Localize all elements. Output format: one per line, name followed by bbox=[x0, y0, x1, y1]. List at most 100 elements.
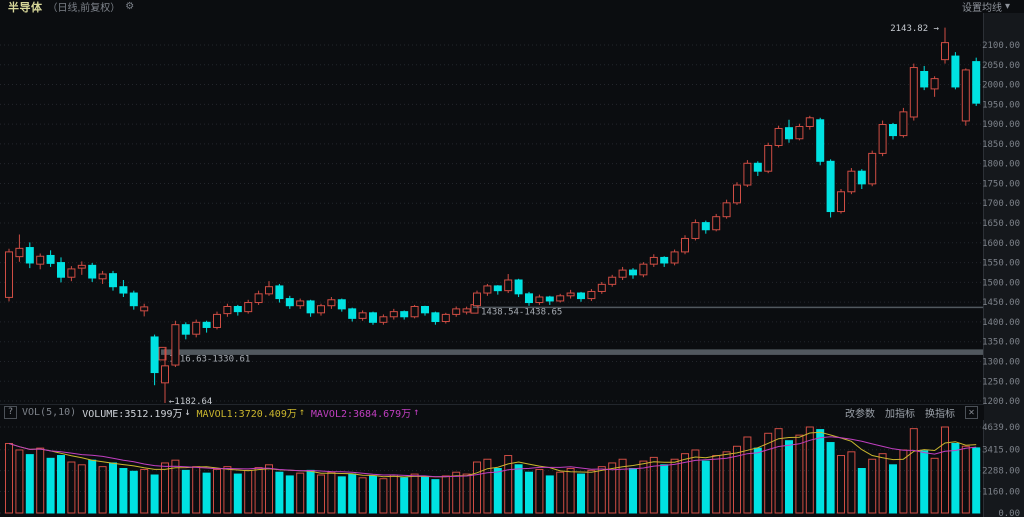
candle-body bbox=[753, 162, 762, 172]
volume-bar bbox=[545, 475, 554, 514]
volume-bar bbox=[618, 458, 627, 514]
volume-bar bbox=[805, 426, 814, 514]
candle-body bbox=[577, 292, 585, 300]
price-axis-label: 1250.00 bbox=[982, 377, 1020, 387]
candle-body bbox=[88, 264, 97, 279]
candle-body bbox=[691, 222, 700, 239]
candle-body bbox=[244, 302, 253, 313]
switch-indicator-button[interactable]: 换指标 bbox=[925, 409, 955, 420]
candle-body bbox=[639, 263, 648, 276]
price-axis-label: 1900.00 bbox=[982, 120, 1020, 130]
candle-body bbox=[535, 296, 544, 304]
candle-body bbox=[795, 125, 804, 140]
volume-bar bbox=[400, 477, 409, 514]
volume-series[interactable] bbox=[5, 426, 981, 514]
volume-bar bbox=[909, 428, 918, 514]
volume-bar bbox=[265, 464, 273, 514]
volume-bar bbox=[233, 473, 242, 514]
volume-reading: VOLUME:3512.199万 bbox=[82, 409, 183, 420]
volume-bar bbox=[296, 472, 305, 514]
help-icon[interactable]: ? bbox=[4, 406, 17, 419]
candle-body bbox=[473, 292, 481, 307]
volume-bar bbox=[410, 473, 419, 514]
volume-bar bbox=[660, 464, 669, 514]
candle-body bbox=[410, 305, 419, 318]
candle-body bbox=[5, 251, 13, 298]
candle-body bbox=[171, 324, 180, 366]
volume-bar bbox=[327, 471, 336, 514]
candle-body bbox=[805, 117, 814, 127]
candle-body bbox=[525, 293, 533, 304]
volume-bar bbox=[701, 460, 710, 514]
add-indicator-button[interactable]: 加指标 bbox=[885, 409, 915, 420]
change-params-button[interactable]: 改参数 bbox=[845, 409, 875, 420]
price-axis-label: 1600.00 bbox=[982, 239, 1020, 249]
volume-bar bbox=[785, 440, 793, 514]
volume-bar bbox=[649, 456, 658, 514]
volume-bar bbox=[743, 436, 752, 514]
close-indicator-icon[interactable]: ✕ bbox=[965, 406, 978, 419]
price-axis-labels: 2100.00 2050.00 2000.00 1950.00 1900.00 1850.… bbox=[982, 41, 1020, 517]
volume-bar bbox=[181, 469, 190, 514]
candle-body bbox=[847, 170, 856, 193]
volume-axis-label: 3415.00 bbox=[982, 446, 1020, 456]
price-axis-label: 2100.00 bbox=[982, 41, 1020, 51]
volume-bar bbox=[337, 476, 346, 514]
candle-body bbox=[670, 251, 679, 264]
gap-band bbox=[161, 349, 983, 355]
volume-bar bbox=[577, 473, 585, 514]
mavol2-reading: MAVOL2:3684.679万 bbox=[310, 409, 412, 420]
volume-bar bbox=[670, 458, 679, 514]
volume-bar bbox=[795, 434, 804, 514]
candle-body bbox=[712, 216, 721, 231]
volume-bar bbox=[46, 457, 55, 514]
gear-icon[interactable]: ⚙ bbox=[125, 1, 135, 12]
volume-bar bbox=[691, 449, 700, 514]
price-axis-label: 1450.00 bbox=[982, 298, 1020, 308]
candle-body bbox=[98, 273, 107, 280]
volume-bar bbox=[25, 454, 34, 514]
volume-bar bbox=[5, 442, 13, 514]
candle-body bbox=[379, 316, 388, 323]
chart-header: 半导体 （日线,前复权） ⚙ 设置均线 ▾ bbox=[0, 0, 1024, 14]
chevron-down-icon: ▾ bbox=[1004, 1, 1010, 12]
candle-body bbox=[213, 313, 221, 328]
volume-bar bbox=[254, 467, 263, 514]
price-axis-label: 1950.00 bbox=[982, 100, 1020, 110]
volume-axis-label: 1160.00 bbox=[982, 487, 1020, 497]
ma-settings-dropdown[interactable]: 设置均线 ▾ bbox=[962, 0, 1024, 14]
high-price-annotation: 2143.82 → bbox=[890, 24, 939, 34]
period-adjust-label: （日线,前复权） bbox=[47, 3, 121, 14]
volume-bar bbox=[514, 464, 523, 514]
volume-bar bbox=[36, 447, 45, 514]
candle-body bbox=[920, 71, 929, 88]
candle-body bbox=[306, 300, 315, 314]
volume-bar bbox=[358, 477, 367, 514]
volume-bar bbox=[88, 459, 97, 514]
volume-bar bbox=[951, 442, 960, 514]
candle-body bbox=[441, 313, 450, 323]
candlestick-series[interactable] bbox=[5, 27, 981, 403]
candle-body bbox=[36, 255, 45, 265]
volume-bar bbox=[171, 459, 180, 514]
candle-body bbox=[119, 286, 128, 294]
volume-bar bbox=[98, 466, 107, 514]
candle-body bbox=[369, 312, 377, 323]
volume-bar bbox=[587, 469, 596, 514]
volume-bar bbox=[597, 466, 606, 514]
volume-bar bbox=[535, 468, 544, 514]
volume-axis-label: 0.00 bbox=[998, 509, 1020, 517]
candle-body bbox=[816, 119, 825, 162]
candle-body bbox=[348, 308, 357, 319]
volume-bar bbox=[816, 429, 825, 514]
volume-bar bbox=[566, 468, 575, 514]
gap-band bbox=[473, 306, 983, 309]
volume-down-arrow-icon: ↓ bbox=[184, 407, 191, 418]
volume-bar bbox=[150, 474, 159, 514]
candle-body bbox=[25, 247, 34, 264]
low-price-annotation: ←1182.64 bbox=[169, 397, 212, 407]
volume-bar bbox=[733, 445, 741, 514]
candle-body bbox=[192, 321, 201, 335]
volume-bar bbox=[192, 466, 201, 514]
